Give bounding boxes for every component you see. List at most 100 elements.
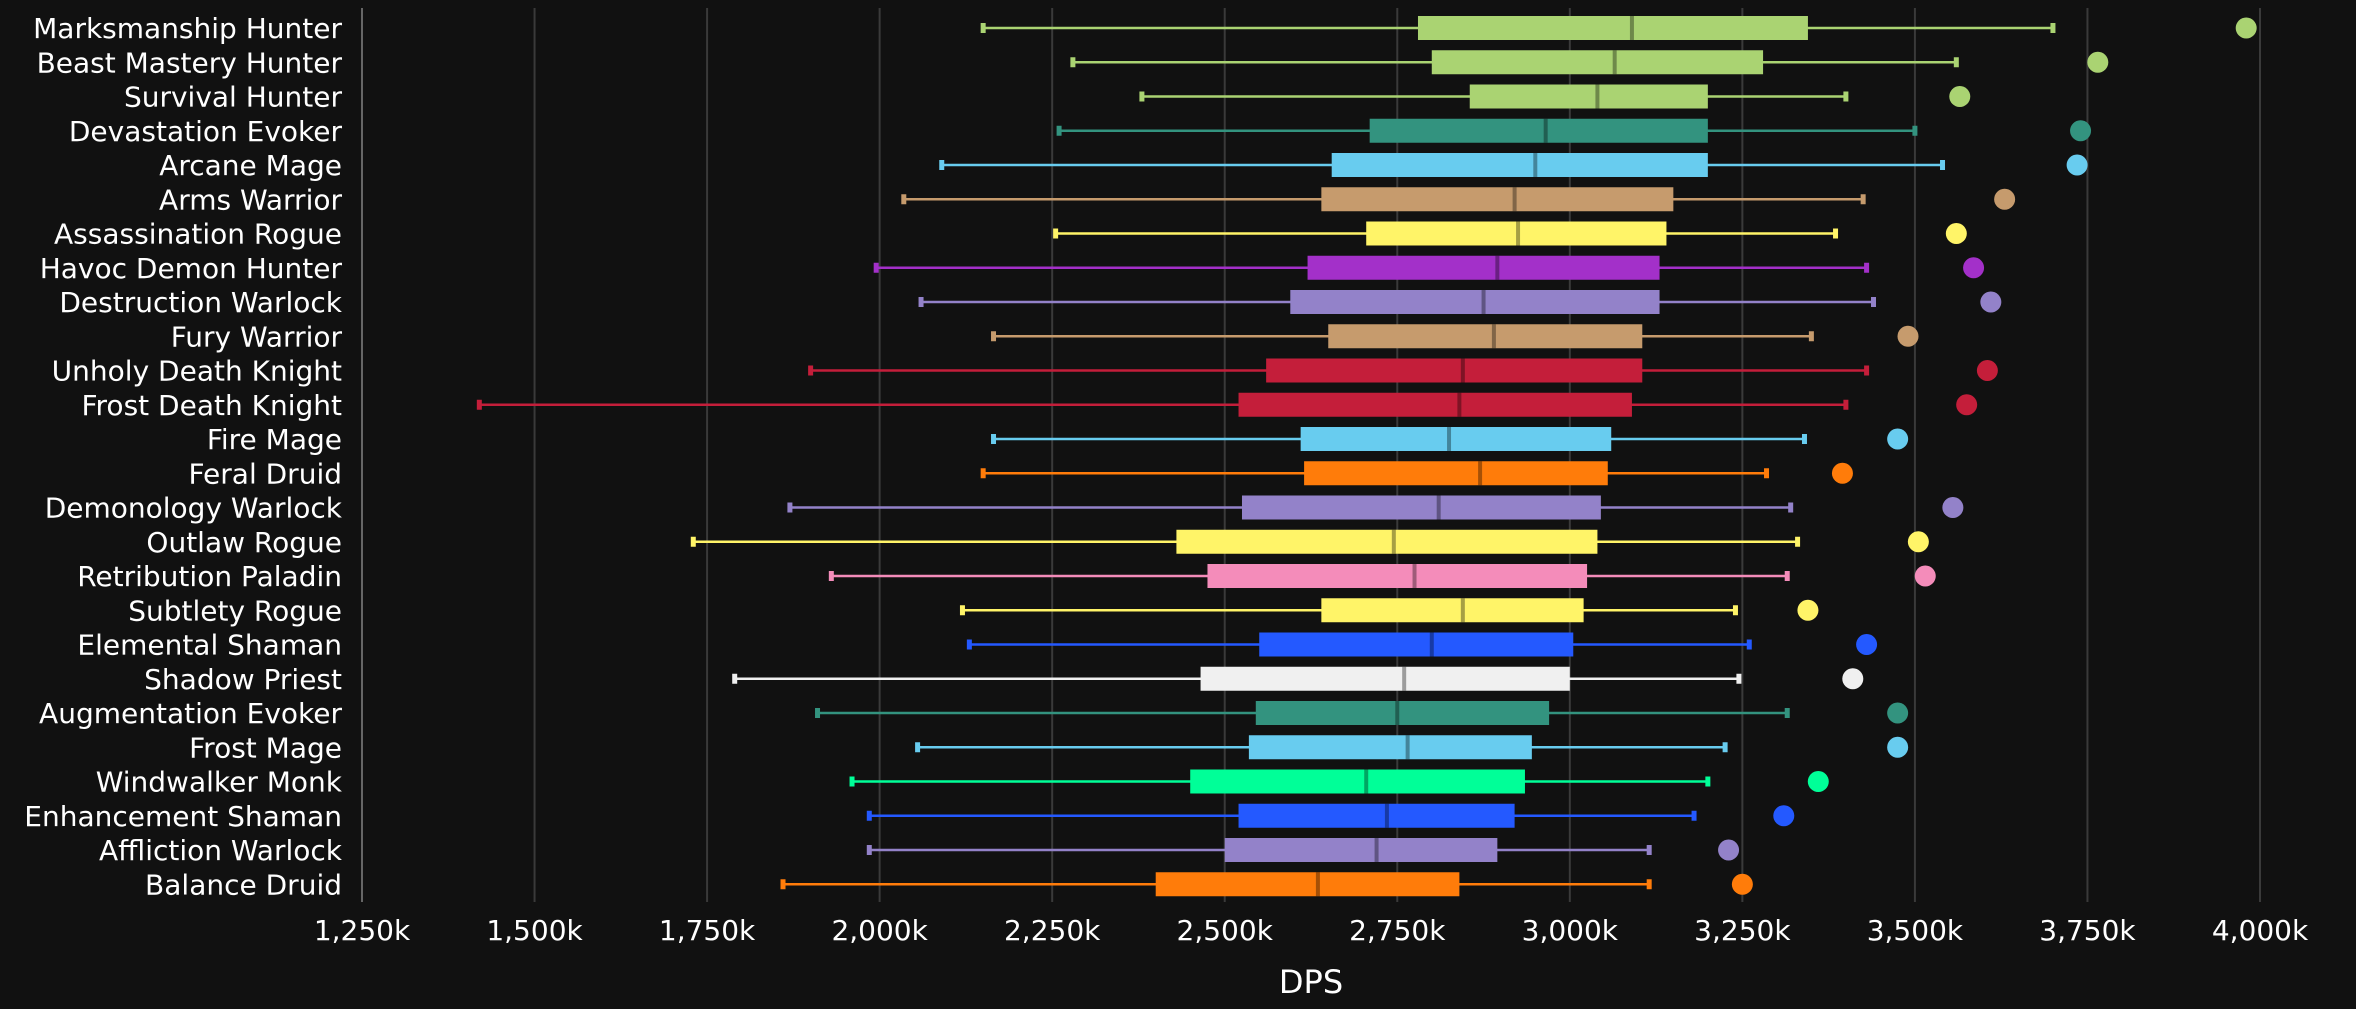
iqr-box <box>1207 564 1588 588</box>
iqr-box <box>1255 701 1550 725</box>
box-frost-death-knight <box>476 392 1978 417</box>
category-label: Survival Hunter <box>124 81 343 114</box>
whisker-max-cap <box>1691 810 1697 821</box>
x-tick-label: 1,750k <box>659 914 756 947</box>
whisker-min-cap <box>918 297 924 307</box>
box-assassination-rogue <box>1053 221 1967 246</box>
category-label: Unholy Death Knight <box>52 355 342 388</box>
whisker-min-cap <box>476 399 482 410</box>
whisker-max-cap <box>1795 536 1801 547</box>
whisker-max-cap <box>1784 708 1790 718</box>
iqr-box <box>1321 598 1584 623</box>
x-tick-label: 4,000k <box>2212 914 2309 947</box>
whisker-min-cap <box>866 810 872 821</box>
whisker-max-cap <box>1746 639 1752 650</box>
x-tick-label: 2,750k <box>1349 914 1446 947</box>
whisker-min-cap <box>815 708 821 718</box>
x-tick-label: 1,500k <box>486 914 583 947</box>
whisker-min-cap <box>873 262 879 273</box>
whisker-max-cap <box>1843 91 1849 102</box>
box-augmentation-evoker <box>815 701 1909 725</box>
iqr-box <box>1307 255 1660 280</box>
category-label: Demonology Warlock <box>45 492 343 525</box>
whisker-min-cap <box>690 536 696 547</box>
outlier-point <box>2066 154 2088 176</box>
category-label: Enhancement Shaman <box>24 800 342 833</box>
whisker-max-cap <box>1722 742 1728 753</box>
box-arms-warrior <box>901 187 2016 212</box>
box-demonology-warlock <box>787 495 1964 520</box>
outlier-point <box>1797 599 1819 621</box>
category-label: Balance Druid <box>145 868 342 901</box>
box-subtlety-rogue <box>959 598 1819 623</box>
whisker-min-cap <box>780 879 786 890</box>
category-label: Subtlety Rogue <box>128 594 342 627</box>
x-tick-label: 2,250k <box>1004 914 1101 947</box>
whisker-min-cap <box>828 571 834 581</box>
x-axis-ticks: 1,250k 1,500k 1,750k 2,000k 2,250k 2,500k 2,75… <box>314 914 2309 947</box>
iqr-box <box>1300 427 1612 451</box>
whisker-min-cap <box>849 776 855 787</box>
whisker-max-cap <box>1953 57 1959 68</box>
whisker-max-cap <box>1732 605 1738 616</box>
whisker-min-cap <box>1139 91 1145 102</box>
category-label: Fire Mage <box>207 423 342 456</box>
iqr-box <box>1238 392 1632 417</box>
whisker-min-cap <box>901 194 907 205</box>
box-marksmanship-hunter <box>980 16 2257 40</box>
box-balance-druid <box>780 872 1753 897</box>
outlier-point <box>1980 291 2002 313</box>
iqr-box <box>1417 16 1808 40</box>
whisker-max-cap <box>1864 365 1870 376</box>
iqr-box <box>1331 153 1708 177</box>
category-label: Destruction Warlock <box>59 286 342 319</box>
category-label: Retribution Paladin <box>77 560 342 593</box>
x-tick-label: 3,500k <box>1867 914 1964 947</box>
outlier-point <box>1731 873 1753 895</box>
category-label: Arms Warrior <box>159 183 342 216</box>
outlier-point <box>1773 805 1795 827</box>
category-label: Augmentation Evoker <box>39 697 342 730</box>
whisker-max-cap <box>1646 845 1652 855</box>
box-fury-warrior <box>991 324 1919 349</box>
outlier-point <box>1907 531 1929 553</box>
outlier-point <box>1945 223 1967 244</box>
iqr-box <box>1248 735 1532 760</box>
box-beast-mastery-hunter <box>1070 50 2109 75</box>
whisker-max-cap <box>1833 228 1839 239</box>
outlier-point <box>2235 17 2257 39</box>
iqr-box <box>1366 221 1667 246</box>
whisker-max-cap <box>1784 571 1790 581</box>
iqr-box <box>1469 84 1708 109</box>
iqr-box <box>1259 632 1574 657</box>
box-unholy-death-knight <box>808 358 1998 383</box>
outlier-point <box>1887 736 1909 758</box>
whisker-min-cap <box>966 639 972 650</box>
box-feral-druid <box>980 461 1853 486</box>
category-label: Feral Druid <box>188 457 342 490</box>
iqr-box <box>1321 187 1674 212</box>
category-label: Marksmanship Hunter <box>33 12 342 45</box>
box-survival-hunter <box>1139 84 1971 109</box>
whisker-min-cap <box>808 365 814 376</box>
category-label: Fury Warrior <box>171 320 343 353</box>
whisker-max-cap <box>1860 194 1866 205</box>
iqr-box <box>1224 838 1498 862</box>
whisker-max-cap <box>1808 331 1814 342</box>
iqr-box <box>1176 529 1598 554</box>
category-label: Frost Mage <box>189 731 342 764</box>
box-havoc-demon-hunter <box>873 255 1985 280</box>
outlier-point <box>1718 839 1740 861</box>
category-label: Devastation Evoker <box>69 115 343 148</box>
whisker-min-cap <box>959 605 965 616</box>
box-outlaw-rogue <box>690 529 1929 554</box>
outlier-point <box>1914 565 1936 587</box>
category-label: Shadow Priest <box>144 663 342 696</box>
whisker-min-cap <box>991 434 997 444</box>
whisker-min-cap <box>787 502 793 513</box>
outlier-point <box>1887 428 1909 450</box>
category-label: Assassination Rogue <box>54 218 342 251</box>
outlier-point <box>1807 771 1829 792</box>
